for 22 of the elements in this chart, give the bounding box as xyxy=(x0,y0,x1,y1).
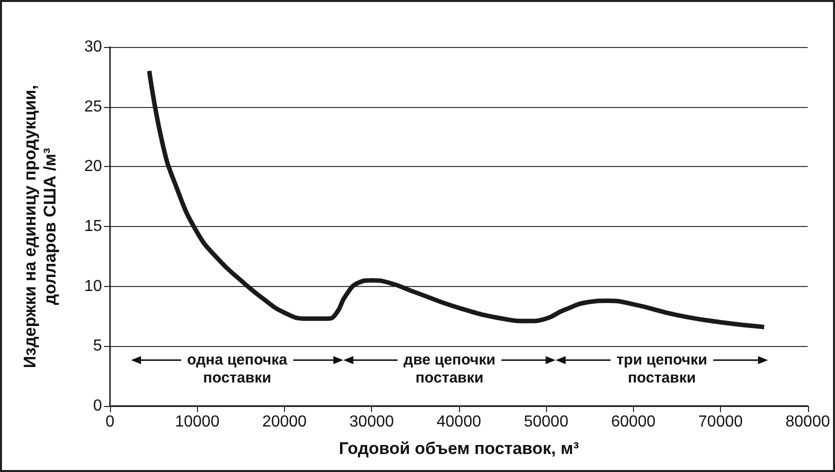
x-tick-label: 30000 xyxy=(349,414,394,430)
y-tick-label: 30 xyxy=(84,38,102,56)
x-tick-label: 20000 xyxy=(262,414,307,430)
x-tick-label: 70000 xyxy=(698,414,743,430)
line-series xyxy=(147,68,766,330)
y-tick-label: 5 xyxy=(93,338,102,355)
x-tick-label: 10000 xyxy=(174,414,220,430)
x-tick-label: 80000 xyxy=(786,414,830,430)
x-tick-label: 40000 xyxy=(436,414,482,430)
y-tick-label: 25 xyxy=(84,98,102,116)
y-tick-label: 20 xyxy=(84,158,102,176)
x-tick-label: 50000 xyxy=(524,414,568,430)
x-tick-label: 0 xyxy=(106,414,115,430)
annotation: две цепочки поставки xyxy=(404,352,496,387)
annotation: одна цепочка поставки xyxy=(187,352,288,387)
y-axis-title: Издержки на единицу продукции, долларов США /м³ xyxy=(20,84,60,368)
x-axis-title: Годовой объем поставок, м³ xyxy=(338,439,580,458)
y-tick-label: 15 xyxy=(84,218,102,235)
y-tick-label: 10 xyxy=(84,278,102,295)
annotation: три цепочки поставки xyxy=(616,352,708,387)
y-tick-label: 0 xyxy=(93,398,102,414)
x-tick-label: 60000 xyxy=(611,414,656,430)
